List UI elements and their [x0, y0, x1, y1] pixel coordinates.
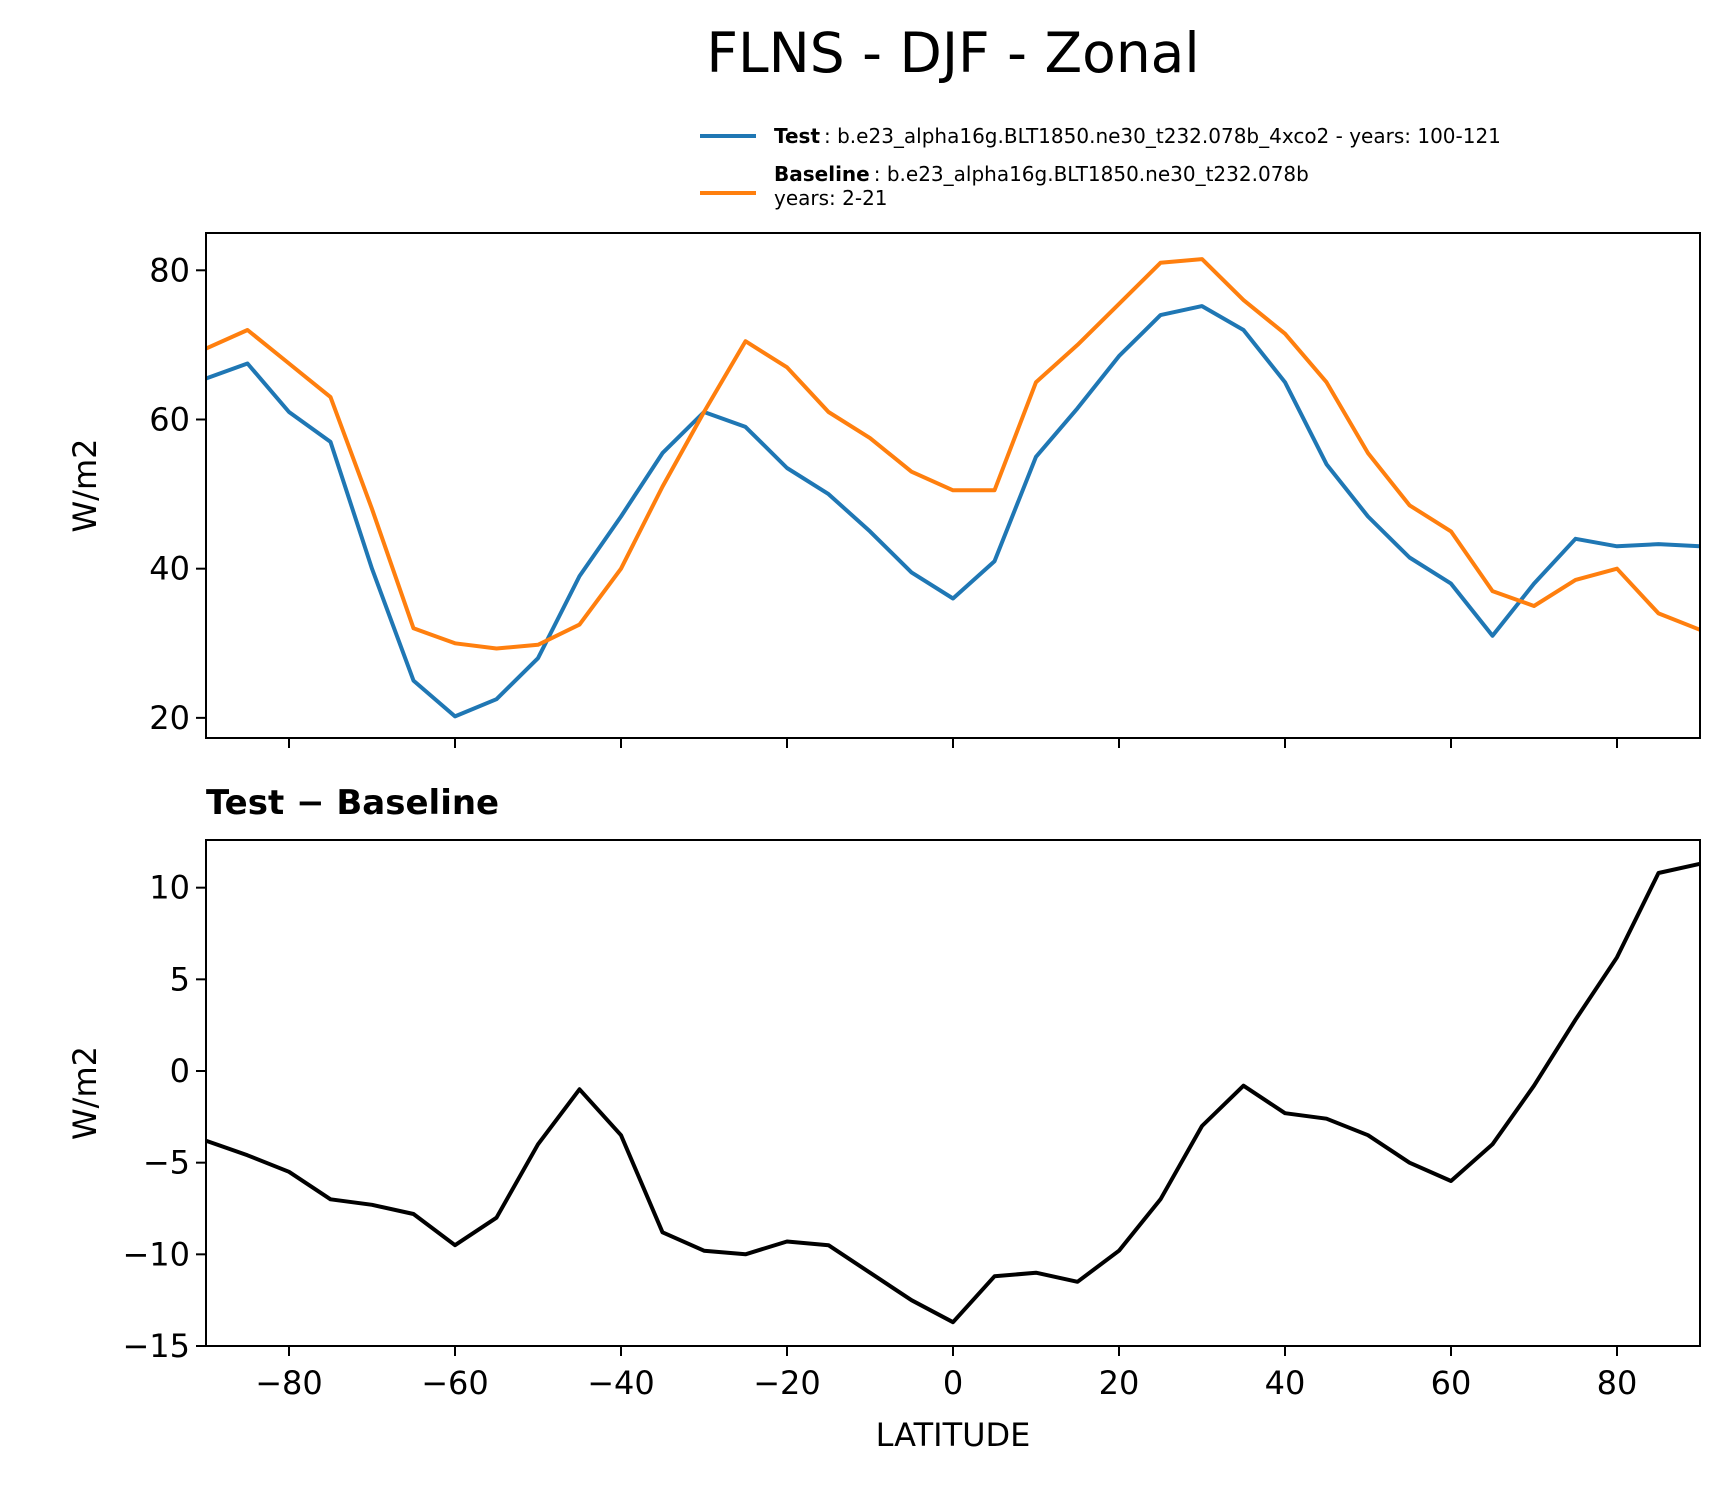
- y-axis-label: W/m2: [66, 439, 104, 533]
- data-line: [205, 861, 1701, 1325]
- x-tick-label: 40: [1265, 1364, 1306, 1402]
- legend-description: : b.e23_alpha16g.BLT1850.ne30_t232.078b: [874, 162, 1309, 186]
- x-tick-label: −60: [421, 1364, 489, 1402]
- x-tick-label: −20: [753, 1364, 821, 1402]
- plot-frame: [205, 839, 1701, 1347]
- y-tick-label: 0: [170, 1052, 190, 1090]
- y-tick-label: 40: [149, 550, 190, 588]
- x-axis-label: LATITUDE: [876, 1416, 1031, 1454]
- y-axis-label: W/m2: [66, 1046, 104, 1140]
- legend-label-line2: years: 2-21: [774, 186, 888, 210]
- y-tick-label: 5: [170, 960, 190, 998]
- chart-title: FLNS - DJF - Zonal: [706, 21, 1199, 85]
- subplot-title: Test − Baseline: [206, 783, 499, 823]
- legend-label: Baseline: b.e23_alpha16g.BLT1850.ne30_t2…: [774, 162, 1309, 186]
- legend-label: Test: b.e23_alpha16g.BLT1850.ne30_t232.0…: [774, 124, 1501, 148]
- y-tick-label: 60: [149, 400, 190, 438]
- x-tick-label: 0: [943, 1364, 963, 1402]
- legend-name: Test: [774, 124, 820, 148]
- plot-frame: [205, 232, 1701, 739]
- x-tick-label: 60: [1431, 1364, 1472, 1402]
- y-tick-label: −5: [143, 1144, 190, 1182]
- legend-description: : b.e23_alpha16g.BLT1850.ne30_t232.078b_…: [824, 124, 1501, 148]
- y-tick-label: −10: [122, 1235, 190, 1273]
- data-line: [205, 257, 1701, 651]
- x-tick-label: −80: [255, 1364, 323, 1402]
- x-tick-label: 80: [1597, 1364, 1638, 1402]
- y-tick-label: 20: [149, 699, 190, 737]
- y-tick-label: −15: [122, 1327, 190, 1365]
- data-line: [205, 304, 1701, 719]
- legend-name: Baseline: [774, 162, 870, 186]
- y-tick-label: 10: [149, 869, 190, 907]
- y-tick-label: 80: [149, 251, 190, 289]
- x-tick-label: −40: [587, 1364, 655, 1402]
- x-tick-label: 20: [1099, 1364, 1140, 1402]
